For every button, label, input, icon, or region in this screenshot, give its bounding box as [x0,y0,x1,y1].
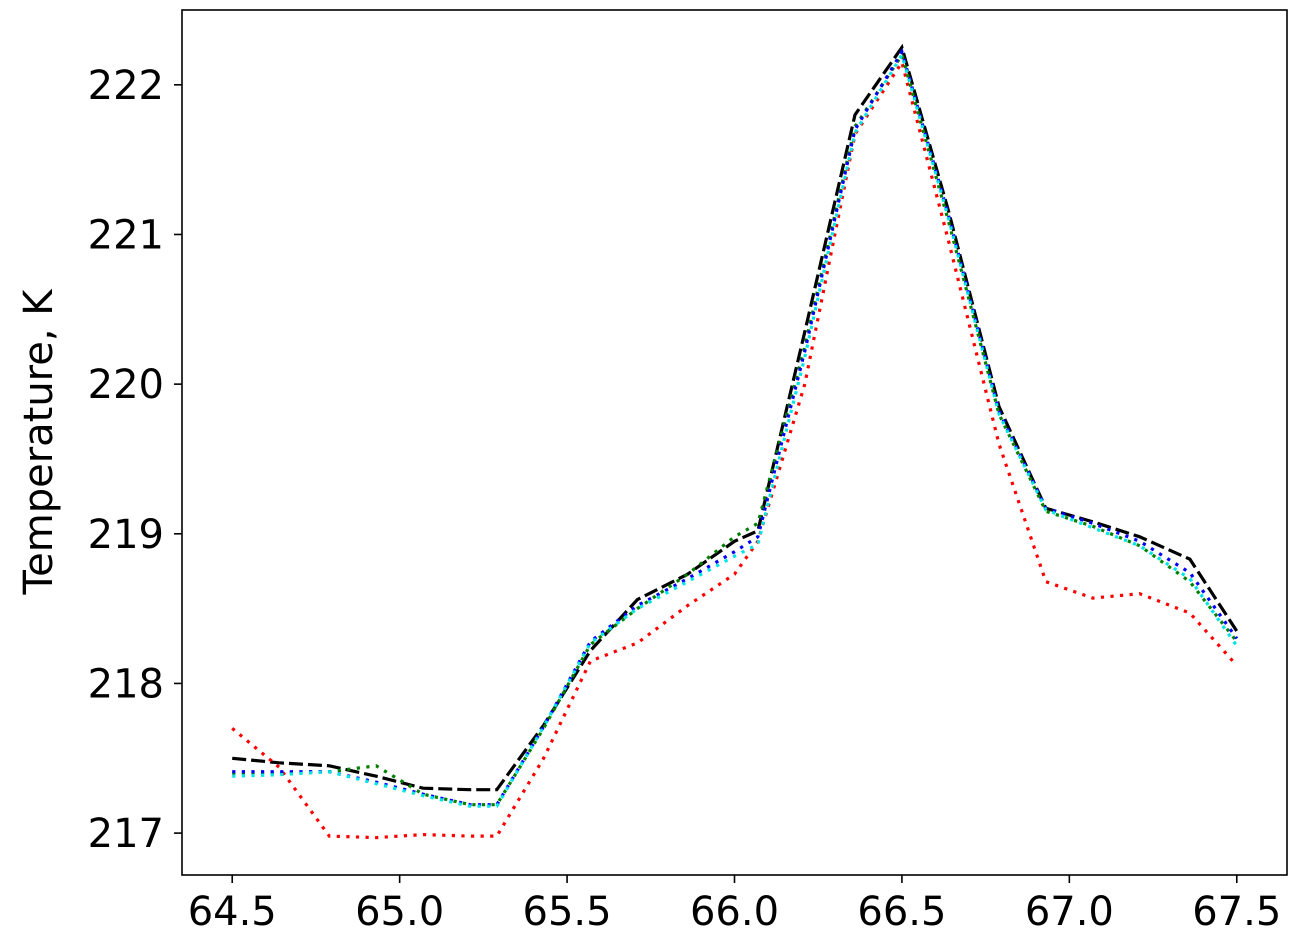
x-tick-label: 67.0 [1025,889,1114,935]
x-tick-label: 66.5 [857,889,946,935]
y-tick-label: 220 [88,362,164,408]
x-tick-label: 65.5 [523,889,612,935]
x-tick-label: 66.0 [690,889,779,935]
x-tick-label: 64.5 [188,889,277,935]
series-layer [231,43,1239,840]
series-line-4 [232,47,1239,807]
y-tick-label: 218 [88,661,164,707]
plot-frame [181,9,1288,876]
y-tick-label: 217 [88,811,164,857]
x-tick-label: 65.0 [355,889,444,935]
y-tick-label: 219 [88,512,164,558]
series-line-5 [232,50,1239,808]
y-axis-label: Temperature, K [16,288,62,596]
y-tick-label: 222 [88,63,164,109]
x-axis: 64.5 65.0 65.5 66.0 66.5 67.0 67.5 [188,875,1281,935]
x-tick-label: 67.5 [1192,889,1281,935]
series-line-1 [232,43,1239,792]
series-line-2 [231,58,1238,840]
y-axis: 217 218 219 220 221 222 [88,63,182,857]
series-line-3 [232,51,1239,807]
y-tick-label: 221 [88,212,164,258]
